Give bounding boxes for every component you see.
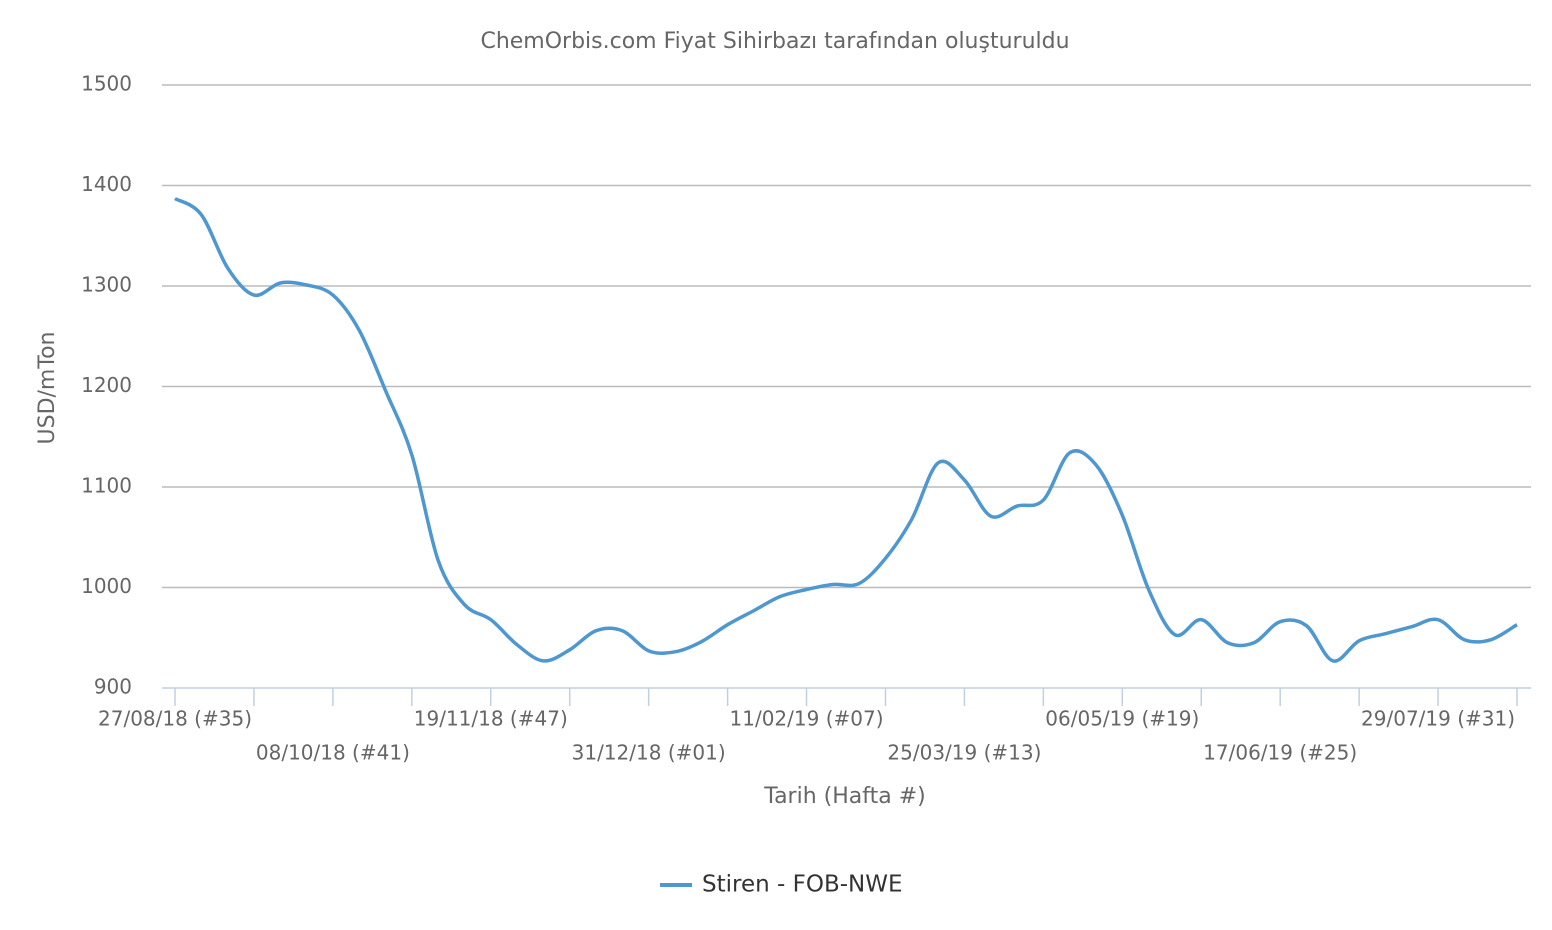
x-tick-label: 31/12/18 (#01) xyxy=(572,741,726,765)
x-tick-label: 17/06/19 (#25) xyxy=(1203,741,1357,765)
legend-label: Stiren - FOB-NWE xyxy=(702,872,903,898)
y-tick-label: 1000 xyxy=(81,574,132,598)
x-axis-title: Tarih (Hafta #) xyxy=(763,784,925,809)
y-tick-label: 1200 xyxy=(81,373,132,397)
y-axis-title: USD/mTon xyxy=(35,332,60,445)
y-tick-label: 1500 xyxy=(81,72,132,96)
y-tick-label: 1300 xyxy=(81,273,132,297)
y-tick-label: 1100 xyxy=(81,474,132,498)
x-tick-label: 08/10/18 (#41) xyxy=(256,741,410,765)
chart-title: ChemOrbis.com Fiyat Sihirbazı tarafından… xyxy=(480,29,1069,54)
y-tick-label: 900 xyxy=(94,675,132,699)
x-tick-label: 19/11/18 (#47) xyxy=(414,707,568,731)
x-tick-label: 25/03/19 (#13) xyxy=(887,741,1041,765)
y-tick-label: 1400 xyxy=(81,172,132,196)
x-tick-label: 29/07/19 (#31) xyxy=(1361,707,1515,731)
x-tick-label: 27/08/18 (#35) xyxy=(98,707,252,731)
x-tick-label: 11/02/19 (#07) xyxy=(730,707,884,731)
data-line xyxy=(174,196,1518,663)
x-tick-label: 06/05/19 (#19) xyxy=(1045,707,1199,731)
